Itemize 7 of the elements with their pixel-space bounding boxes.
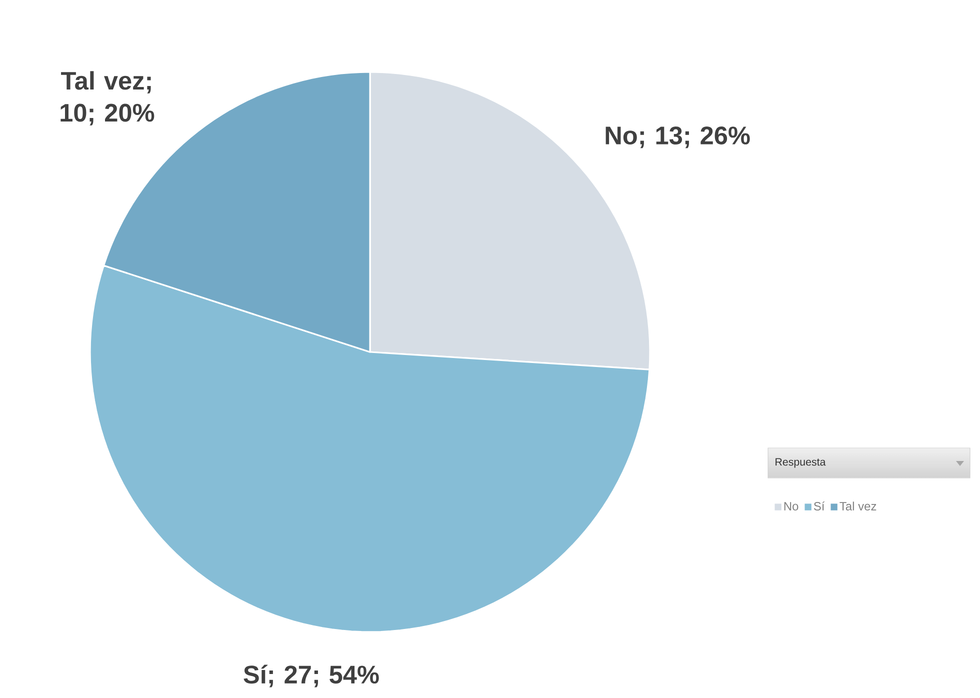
data-label: Sí; 27; 54% [244,664,379,688]
legend-label: No [784,502,798,510]
legend-label: Sí [814,502,825,510]
data-label: No; 13; 26% [606,126,750,148]
data-label: Tal vez; 10; 20% [60,71,154,126]
legend-title: Respuesta [776,458,826,468]
legend-label: Tal vez [840,502,876,510]
